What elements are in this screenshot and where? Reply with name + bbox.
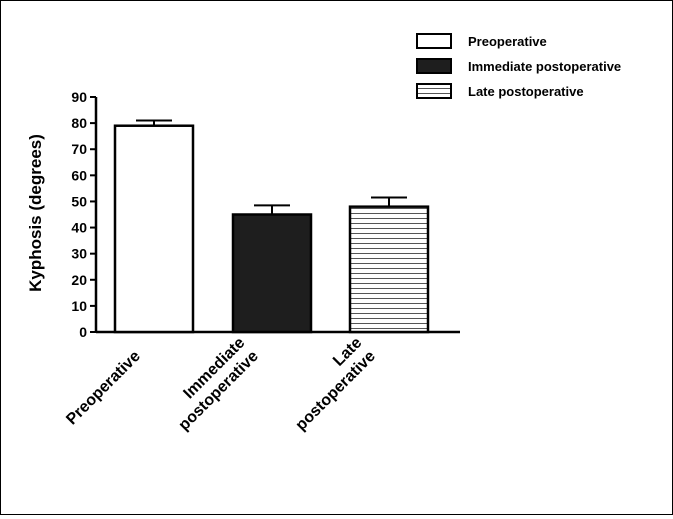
bars	[113, 119, 430, 334]
x-tick-label-line: Preoperative	[63, 348, 144, 429]
bar	[113, 124, 195, 334]
y-tick-label: 50	[71, 193, 87, 209]
legend-label: Late postoperative	[468, 84, 584, 99]
y-tick-label: 0	[79, 324, 87, 340]
bar	[348, 205, 430, 334]
legend: Preoperative Immediate postoperative Late …	[416, 33, 621, 99]
y-tick-label: 70	[71, 141, 87, 157]
y-tick-label: 90	[71, 89, 87, 105]
y-tick-label: 60	[71, 167, 87, 183]
legend-swatch	[416, 58, 452, 74]
y-tick-label: 20	[71, 272, 87, 288]
legend-swatch	[416, 33, 452, 49]
y-tick-label: 30	[71, 246, 87, 262]
x-tick-label: Latepostoperative	[279, 334, 379, 434]
bar	[231, 213, 313, 334]
legend-label: Immediate postoperative	[468, 59, 621, 74]
x-tick-labels: Preoperative Immediatepostoperative Latepo…	[63, 334, 379, 434]
y-tick-label: 10	[71, 298, 87, 314]
y-axis-title-group: Kyphosis (degrees)	[26, 134, 45, 292]
x-tick-label: Preoperative	[63, 348, 144, 429]
y-tick-label: 80	[71, 115, 87, 131]
x-tick-label: Immediatepostoperative	[162, 334, 262, 434]
legend-label: Preoperative	[468, 34, 547, 49]
y-axis-title: Kyphosis (degrees)	[26, 134, 45, 292]
y-tick-label: 40	[71, 220, 87, 236]
legend-swatch	[416, 83, 452, 99]
